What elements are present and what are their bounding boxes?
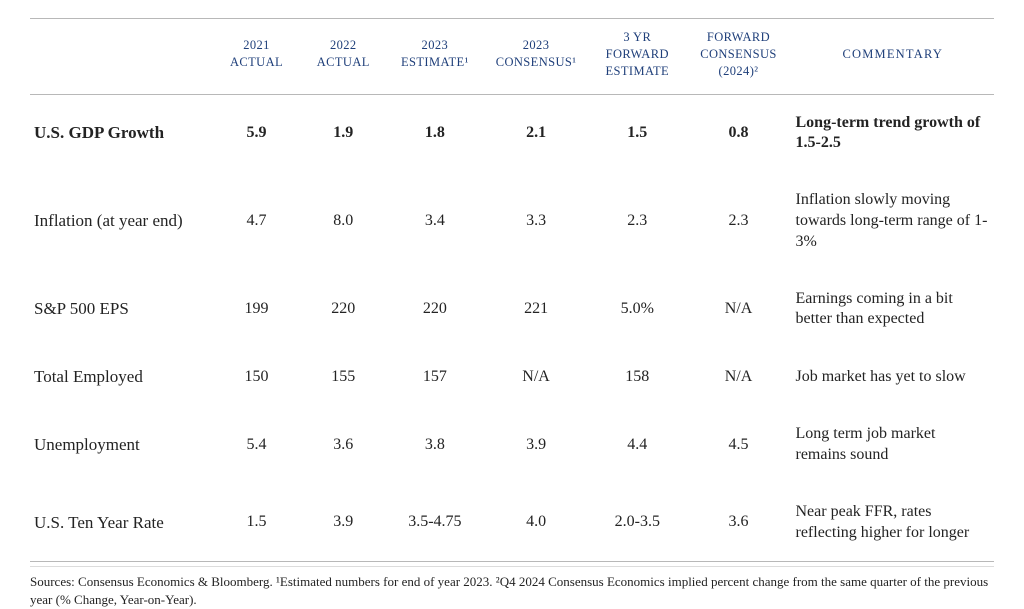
table-row: Inflation (at year end)4.78.03.43.32.32.… <box>30 172 994 270</box>
table-head: 2021ACTUAL2022ACTUAL2023ESTIMATE¹2023CON… <box>30 19 994 95</box>
col-header-comm: COMMENTARY <box>792 19 995 95</box>
cell-c5: 4.4 <box>589 406 685 484</box>
col-header-label <box>30 19 213 95</box>
cell-label: S&P 500 EPS <box>30 271 213 349</box>
cell-c1: 199 <box>213 271 300 349</box>
cell-c5: 5.0% <box>589 271 685 349</box>
cell-c6: N/A <box>685 348 791 406</box>
cell-c4: 221 <box>483 271 589 349</box>
cell-c3: 157 <box>387 348 483 406</box>
economic-outlook-table: 2021ACTUAL2022ACTUAL2023ESTIMATE¹2023CON… <box>30 18 994 562</box>
cell-c2: 155 <box>300 348 387 406</box>
table-row: Unemployment5.43.63.83.94.44.5Long term … <box>30 406 994 484</box>
table-row: U.S. Ten Year Rate1.53.93.5-4.754.02.0-3… <box>30 484 994 562</box>
cell-c4: 3.9 <box>483 406 589 484</box>
economic-outlook-table-page: 2021ACTUAL2022ACTUAL2023ESTIMATE¹2023CON… <box>0 0 1024 558</box>
cell-c1: 1.5 <box>213 484 300 562</box>
cell-c3: 220 <box>387 271 483 349</box>
cell-c3: 1.8 <box>387 94 483 172</box>
cell-c1: 4.7 <box>213 172 300 270</box>
cell-c1: 5.4 <box>213 406 300 484</box>
cell-c6: 3.6 <box>685 484 791 562</box>
cell-label: Unemployment <box>30 406 213 484</box>
col-header-c2: 2022ACTUAL <box>300 19 387 95</box>
cell-comm: Near peak FFR, rates reflecting higher f… <box>792 484 995 562</box>
cell-comm: Job market has yet to slow <box>792 348 995 406</box>
cell-label: Inflation (at year end) <box>30 172 213 270</box>
cell-c6: N/A <box>685 271 791 349</box>
table-row: S&P 500 EPS1992202202215.0%N/AEarnings c… <box>30 271 994 349</box>
cell-c3: 3.8 <box>387 406 483 484</box>
cell-c5: 158 <box>589 348 685 406</box>
table-row: Total Employed150155157N/A158N/AJob mark… <box>30 348 994 406</box>
table-row: U.S. GDP Growth5.91.91.82.11.50.8Long-te… <box>30 94 994 172</box>
header-row: 2021ACTUAL2022ACTUAL2023ESTIMATE¹2023CON… <box>30 19 994 95</box>
cell-c2: 3.6 <box>300 406 387 484</box>
cell-c4: 4.0 <box>483 484 589 562</box>
cell-c5: 2.0-3.5 <box>589 484 685 562</box>
col-header-c4: 2023CONSENSUS¹ <box>483 19 589 95</box>
cell-c2: 8.0 <box>300 172 387 270</box>
cell-label: U.S. Ten Year Rate <box>30 484 213 562</box>
cell-c4: N/A <box>483 348 589 406</box>
cell-label: U.S. GDP Growth <box>30 94 213 172</box>
col-header-c5: 3 YRFORWARDESTIMATE <box>589 19 685 95</box>
cell-comm: Earnings coming in a bit better than exp… <box>792 271 995 349</box>
cell-c6: 4.5 <box>685 406 791 484</box>
footnote-container: Sources: Consensus Economics & Bloomberg… <box>30 566 994 608</box>
cell-c6: 2.3 <box>685 172 791 270</box>
cell-c6: 0.8 <box>685 94 791 172</box>
cell-label: Total Employed <box>30 348 213 406</box>
cell-comm: Long-term trend growth of 1.5-2.5 <box>792 94 995 172</box>
col-header-c6: FORWARDCONSENSUS(2024)² <box>685 19 791 95</box>
cell-c2: 1.9 <box>300 94 387 172</box>
cell-c1: 5.9 <box>213 94 300 172</box>
cell-c3: 3.4 <box>387 172 483 270</box>
cell-comm: Inflation slowly moving towards long-ter… <box>792 172 995 270</box>
col-header-c1: 2021ACTUAL <box>213 19 300 95</box>
cell-c2: 3.9 <box>300 484 387 562</box>
cell-c2: 220 <box>300 271 387 349</box>
cell-c5: 2.3 <box>589 172 685 270</box>
col-header-c3: 2023ESTIMATE¹ <box>387 19 483 95</box>
cell-comm: Long term job market remains sound <box>792 406 995 484</box>
cell-c4: 3.3 <box>483 172 589 270</box>
cell-c5: 1.5 <box>589 94 685 172</box>
table-body: U.S. GDP Growth5.91.91.82.11.50.8Long-te… <box>30 94 994 562</box>
cell-c3: 3.5-4.75 <box>387 484 483 562</box>
footnote-text: Sources: Consensus Economics & Bloomberg… <box>30 573 994 608</box>
cell-c4: 2.1 <box>483 94 589 172</box>
cell-c1: 150 <box>213 348 300 406</box>
